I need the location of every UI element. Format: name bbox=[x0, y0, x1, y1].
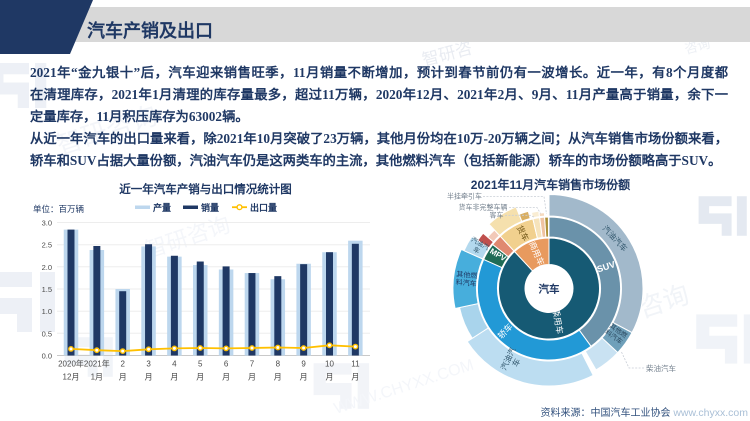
svg-text:销量: 销量 bbox=[201, 202, 219, 213]
svg-text:月: 月 bbox=[170, 373, 178, 382]
svg-text:7: 7 bbox=[250, 360, 255, 369]
svg-text:汽车: 汽车 bbox=[539, 283, 560, 296]
svg-text:月: 月 bbox=[222, 373, 230, 382]
svg-text:10: 10 bbox=[325, 360, 334, 369]
svg-text:产量: 产量 bbox=[153, 202, 171, 213]
svg-text:近一年汽车产销与出口情况统计图: 近一年汽车产销与出口情况统计图 bbox=[119, 182, 292, 196]
svg-text:其他燃料汽车: 其他燃料汽车 bbox=[455, 269, 477, 288]
svg-text:柴油汽车: 柴油汽车 bbox=[646, 363, 676, 373]
svg-text:月: 月 bbox=[145, 373, 153, 382]
svg-text:月: 月 bbox=[119, 373, 127, 382]
svg-text:月: 月 bbox=[300, 373, 308, 382]
svg-text:0.5: 0.5 bbox=[42, 329, 52, 338]
svg-text:6: 6 bbox=[224, 360, 229, 369]
svg-text:4: 4 bbox=[172, 360, 177, 369]
svg-text:3: 3 bbox=[146, 360, 151, 369]
svg-text:11: 11 bbox=[351, 360, 360, 369]
svg-text:8: 8 bbox=[276, 360, 281, 369]
svg-text:单位：百万辆: 单位：百万辆 bbox=[33, 204, 85, 214]
svg-text:客车: 客车 bbox=[490, 211, 504, 220]
svg-text:1.0: 1.0 bbox=[42, 307, 52, 316]
svg-text:1月: 1月 bbox=[91, 373, 103, 382]
svg-text:5: 5 bbox=[198, 360, 203, 369]
svg-text:月: 月 bbox=[326, 373, 334, 382]
svg-text:出口量: 出口量 bbox=[250, 202, 277, 213]
svg-text:月: 月 bbox=[248, 373, 256, 382]
svg-text:2.0: 2.0 bbox=[42, 263, 52, 272]
svg-text:2021年11月汽车销售市场份额: 2021年11月汽车销售市场份额 bbox=[471, 177, 630, 192]
svg-text:半挂牵引车: 半挂牵引车 bbox=[447, 192, 482, 201]
svg-text:3.0: 3.0 bbox=[42, 219, 52, 228]
svg-text:月: 月 bbox=[351, 373, 359, 382]
svg-text:2021年: 2021年 bbox=[84, 359, 110, 369]
svg-text:9: 9 bbox=[301, 360, 306, 369]
svg-text:2: 2 bbox=[120, 360, 125, 369]
svg-text:12月: 12月 bbox=[63, 373, 80, 382]
svg-text:1.5: 1.5 bbox=[42, 285, 52, 294]
svg-text:月: 月 bbox=[274, 373, 282, 382]
svg-text:0.0: 0.0 bbox=[42, 352, 52, 361]
svg-text:乘用车: 乘用车 bbox=[551, 308, 565, 335]
svg-text:2.5: 2.5 bbox=[42, 241, 52, 250]
svg-text:2020年: 2020年 bbox=[58, 359, 84, 369]
svg-text:货车非完整车辆: 货车非完整车辆 bbox=[459, 203, 508, 212]
svg-text:月: 月 bbox=[196, 373, 204, 382]
